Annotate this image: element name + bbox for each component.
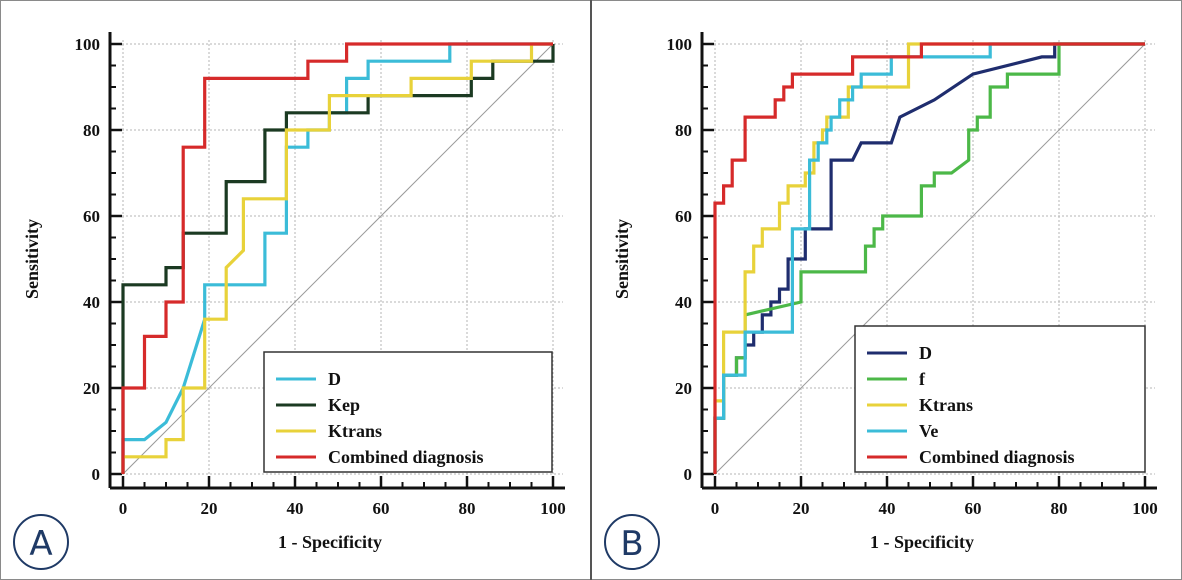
x-axis-title: 1 - Specificity	[870, 532, 974, 552]
roc-curve-ve	[713, 42, 1145, 474]
y-tick-label: 40	[675, 293, 692, 312]
panel-letter-circle	[13, 514, 69, 570]
x-tick-label: 80	[459, 499, 476, 518]
panel-letter: B	[620, 524, 643, 564]
roc-curve-ktrans	[121, 42, 553, 474]
legend: D Kep Ktrans Combined diagnosis	[263, 351, 553, 473]
roc-curve-combined-diagnosis	[713, 42, 1145, 474]
panel-divider	[590, 0, 592, 580]
y-tick-label: 60	[83, 207, 100, 226]
panel-b: 0 20 40 60 80 100 0 20 40 60 80 100 1 - Specificity S…	[604, 32, 1158, 570]
legend-box	[854, 325, 1146, 473]
y-tick-label: 0	[92, 465, 101, 484]
roc-curve-combined-diagnosis	[121, 42, 553, 474]
panel-letter-circle	[604, 514, 660, 570]
legend-label: Ktrans	[328, 421, 382, 441]
legend-label: Ktrans	[919, 395, 973, 415]
legend: Df Ktrans Ve Combined diagnosis	[854, 325, 1146, 473]
x-tick-label: 60	[373, 499, 390, 518]
y-tick-label: 100	[75, 35, 101, 54]
legend-box	[263, 351, 553, 473]
y-tick-label: 80	[83, 121, 100, 140]
reference-diagonal	[714, 43, 1146, 475]
x-tick-label: 0	[119, 499, 128, 518]
y-axis-title: Sensitivity	[22, 219, 42, 299]
x-tick-label: 100	[540, 499, 566, 518]
legend-label: Combined diagnosis	[919, 447, 1075, 467]
panel-letter: A	[29, 524, 52, 564]
x-tick-label: 40	[879, 499, 896, 518]
x-tick-label: 40	[287, 499, 304, 518]
y-tick-label: 20	[675, 379, 692, 398]
legend-label: f	[919, 369, 926, 389]
x-tick-label: 20	[793, 499, 810, 518]
x-tick-label: 60	[965, 499, 982, 518]
y-tick-label: 0	[684, 465, 693, 484]
x-tick-label: 80	[1051, 499, 1068, 518]
y-tick-label: 20	[83, 379, 100, 398]
legend-label: Combined diagnosis	[328, 447, 484, 467]
y-tick-label: 40	[83, 293, 100, 312]
reference-diagonal	[122, 43, 554, 475]
x-tick-label: 100	[1132, 499, 1158, 518]
y-tick-label: 100	[667, 35, 693, 54]
legend-label: Kep	[328, 395, 360, 415]
panel-a: 0 20 40 60 80 100 0 20 40 60 80 100 1 - Specificity S…	[13, 32, 566, 570]
x-axis-title: 1 - Specificity	[278, 532, 382, 552]
y-tick-label: 60	[675, 207, 692, 226]
roc-curve-ktrans	[713, 42, 1145, 474]
legend-label: D	[919, 343, 932, 363]
legend-label: D	[328, 369, 341, 389]
roc-curve-kep	[121, 44, 555, 474]
legend-label: Ve	[919, 421, 938, 441]
y-tick-label: 80	[675, 121, 692, 140]
roc-curve-d	[121, 42, 553, 474]
y-axis-title: Sensitivity	[612, 219, 632, 299]
roc-curve-f	[713, 42, 1145, 474]
x-tick-label: 20	[201, 499, 218, 518]
x-tick-label: 0	[711, 499, 720, 518]
